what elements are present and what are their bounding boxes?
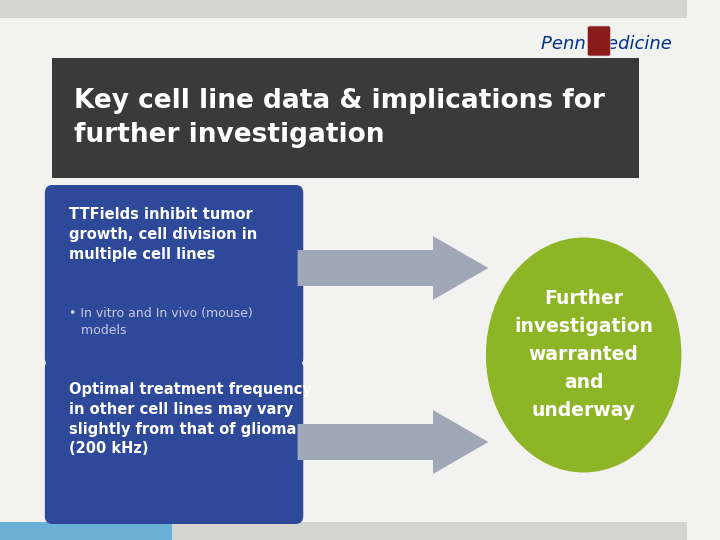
FancyBboxPatch shape [588, 26, 611, 56]
FancyBboxPatch shape [0, 0, 687, 18]
FancyBboxPatch shape [45, 360, 303, 524]
FancyBboxPatch shape [53, 58, 639, 178]
Text: TTFields inhibit tumor
growth, cell division in
multiple cell lines: TTFields inhibit tumor growth, cell divi… [68, 207, 257, 261]
Text: Further
investigation
warranted
and
underway: Further investigation warranted and unde… [514, 289, 653, 421]
Text: Penn Medicine: Penn Medicine [541, 35, 672, 53]
Polygon shape [297, 410, 488, 474]
FancyBboxPatch shape [0, 522, 687, 540]
Polygon shape [297, 236, 488, 300]
FancyBboxPatch shape [0, 522, 171, 540]
Text: • In vitro and In vivo (mouse)
   models: • In vitro and In vivo (mouse) models [68, 307, 253, 337]
Text: Optimal treatment frequency
in other cell lines may vary
slightly from that of g: Optimal treatment frequency in other cel… [68, 382, 312, 456]
FancyBboxPatch shape [45, 185, 303, 366]
Ellipse shape [486, 238, 681, 472]
Text: Key cell line data & implications for
further investigation: Key cell line data & implications for fu… [74, 89, 606, 147]
